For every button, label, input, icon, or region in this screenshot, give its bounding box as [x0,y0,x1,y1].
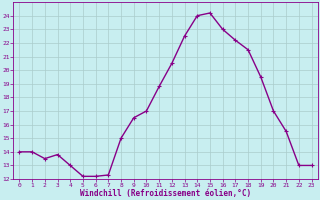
X-axis label: Windchill (Refroidissement éolien,°C): Windchill (Refroidissement éolien,°C) [80,189,251,198]
